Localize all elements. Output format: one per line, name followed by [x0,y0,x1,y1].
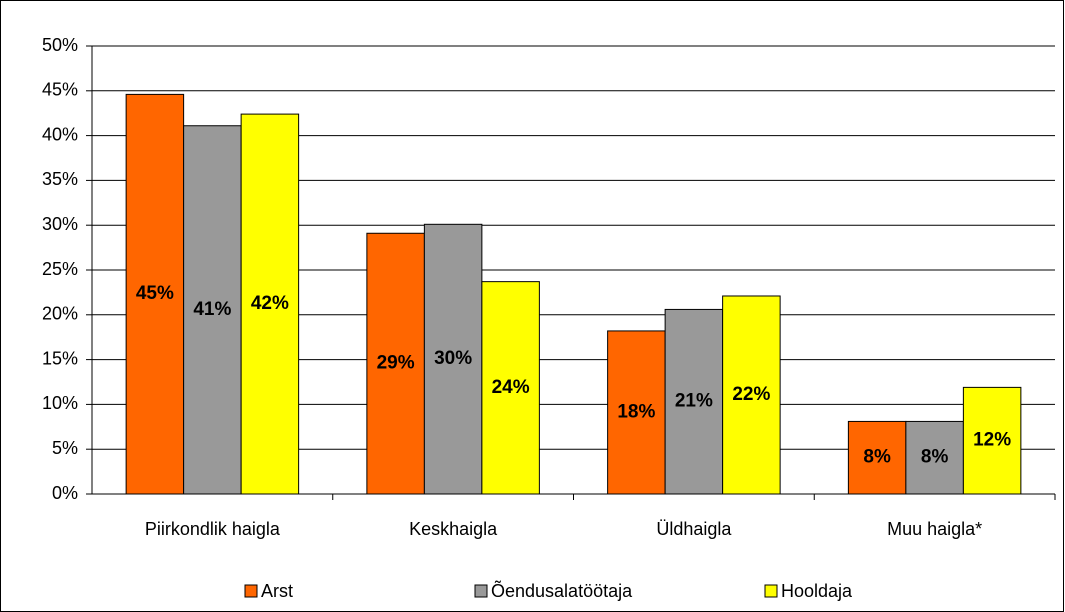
value-label: 24% [492,377,530,398]
bar [125,93,185,495]
value-label: 18% [617,401,655,422]
bar [183,125,242,495]
bar [481,281,540,495]
value-label: 12% [973,430,1011,451]
legend-swatch [764,584,778,598]
legend-swatch [474,584,488,598]
value-label: 29% [377,353,415,374]
bar [366,232,425,495]
value-label: 45% [136,283,174,304]
value-label: 21% [675,391,713,412]
value-label: 22% [732,384,770,405]
value-label: 30% [434,348,472,369]
value-label: 41% [193,299,231,320]
bar [962,386,1022,495]
legend-swatch [244,584,258,598]
x-tick-label: Üldhaigla [656,519,732,539]
y-tick-label: 50% [42,35,78,55]
bar [722,295,781,495]
y-tick-label: 0% [52,483,78,503]
value-label: 8% [921,447,949,468]
y-tick-label: 20% [42,304,78,324]
x-tick-label: Piirkondlik haigla [145,519,281,539]
bar [607,330,666,495]
value-label: 42% [251,293,289,314]
y-tick-label: 30% [42,214,78,234]
y-tick-label: 40% [42,124,78,144]
y-tick-label: 45% [42,80,78,100]
bar [905,420,964,495]
x-tick-label: Keskhaigla [409,519,498,539]
y-tick-label: 10% [42,393,78,413]
legend-label: Arst [261,581,293,601]
value-label: 8% [863,447,891,468]
bar [664,308,724,495]
y-tick-label: 25% [42,259,78,279]
legend-label: Hooldaja [781,581,853,601]
x-tick-label: Muu haigla* [887,519,982,539]
bar [240,113,300,495]
y-tick-label: 5% [52,438,78,458]
bar [423,223,483,495]
legend-label: Õendusalatöötaja [491,580,633,601]
y-tick-label: 15% [42,348,78,368]
y-tick-label: 35% [42,169,78,189]
